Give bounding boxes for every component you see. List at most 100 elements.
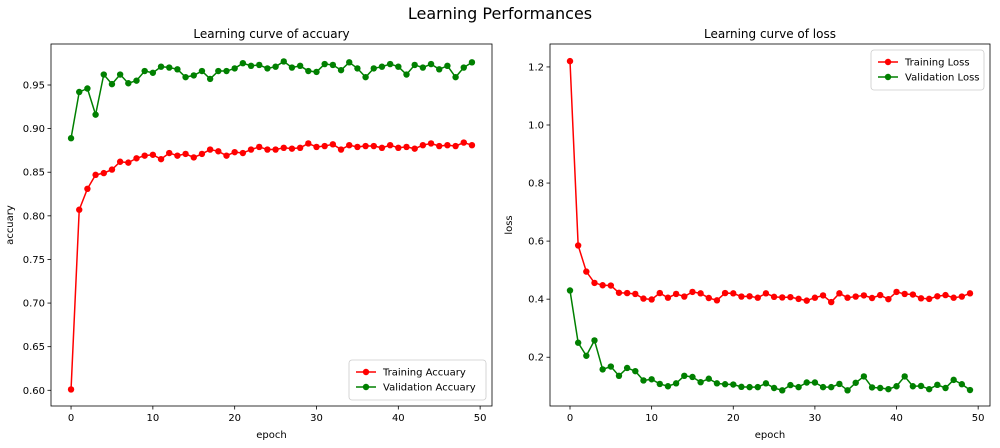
data-point [721, 289, 729, 297]
data-point [444, 141, 451, 149]
data-point [174, 66, 181, 73]
data-point [779, 294, 786, 301]
data-point [206, 75, 214, 83]
data-point [762, 380, 770, 387]
data-point [860, 373, 868, 380]
data-point [672, 380, 680, 387]
legend-swatch-marker [362, 383, 370, 391]
plot-frame [50, 43, 493, 407]
data-point [648, 376, 655, 383]
data-point [885, 295, 892, 303]
x-tick-label: 40 [890, 413, 903, 424]
x-tick-label: 10 [146, 413, 159, 424]
data-point [239, 59, 247, 67]
data-point [925, 295, 933, 303]
data-point [166, 149, 173, 157]
legend-swatch-marker [884, 58, 892, 66]
data-point [803, 379, 810, 386]
data-point [958, 381, 966, 388]
data-point [100, 71, 107, 78]
plot-title: Learning curve of accuary [193, 27, 349, 41]
data-point [754, 383, 761, 391]
data-point [909, 291, 917, 298]
legend-label: Training Accuary [382, 368, 466, 379]
data-point [844, 294, 851, 301]
data-point [640, 377, 647, 384]
data-point [436, 66, 443, 73]
data-point [738, 293, 745, 300]
data-point [108, 80, 116, 88]
x-tick-label: 50 [474, 413, 487, 424]
data-point [370, 142, 377, 150]
y-tick-label: 0.70 [23, 299, 45, 310]
data-point [672, 290, 680, 298]
series-line-0 [569, 61, 971, 304]
x-axis-title: epoch [256, 430, 286, 441]
y-tick-label: 0.90 [23, 124, 45, 135]
data-point [346, 141, 353, 149]
data-point [877, 291, 884, 299]
data-point [754, 294, 761, 301]
data-point [264, 65, 271, 72]
data-point [141, 67, 148, 75]
data-point [468, 141, 476, 149]
data-point [321, 60, 328, 68]
data-point [599, 366, 606, 373]
data-point [116, 158, 124, 165]
data-point [877, 384, 884, 392]
data-point [198, 67, 206, 75]
data-point [607, 363, 615, 370]
data-point [730, 290, 737, 297]
data-point [795, 383, 802, 391]
data-point [436, 142, 443, 150]
data-point [190, 72, 197, 79]
y-axis-title: accuary [5, 205, 16, 245]
data-point [648, 296, 655, 303]
data-point [419, 141, 427, 149]
data-point [460, 64, 467, 71]
data-point [157, 155, 165, 163]
data-point [787, 381, 794, 389]
data-point [452, 142, 459, 150]
data-point [591, 337, 598, 344]
data-point [623, 289, 631, 297]
y-tick-label: 0.2 [528, 353, 544, 364]
x-tick-label: 50 [972, 413, 985, 424]
x-tick-label: 30 [310, 413, 323, 424]
data-point [770, 384, 778, 392]
data-point [354, 65, 361, 72]
data-point [958, 293, 966, 300]
data-point [280, 144, 287, 151]
data-point [215, 67, 222, 75]
data-point [182, 73, 189, 81]
data-point [574, 242, 582, 249]
data-point [166, 64, 173, 71]
data-point [378, 63, 386, 70]
data-point [836, 290, 843, 297]
data-point [689, 373, 696, 381]
data-point [664, 383, 672, 390]
data-point [452, 73, 459, 81]
x-axis-title: epoch [755, 430, 785, 441]
data-point [738, 383, 745, 391]
data-point [419, 64, 427, 71]
data-point [697, 290, 704, 297]
data-point [76, 206, 83, 213]
data-point [395, 144, 402, 151]
plot-area [566, 57, 974, 394]
y-tick-label: 0.60 [23, 386, 45, 397]
x-tick-label: 40 [392, 413, 405, 424]
legend-label: Validation Accuary [383, 383, 476, 394]
data-point [468, 59, 476, 66]
data-point [811, 294, 819, 301]
data-point [819, 292, 827, 299]
data-point [305, 140, 312, 147]
data-point [403, 143, 410, 151]
data-point [395, 63, 402, 70]
legend-swatch-marker [884, 73, 892, 81]
data-point [296, 62, 304, 70]
data-point [198, 150, 206, 158]
data-point [779, 387, 786, 394]
data-point [574, 339, 582, 346]
data-point [239, 149, 247, 157]
